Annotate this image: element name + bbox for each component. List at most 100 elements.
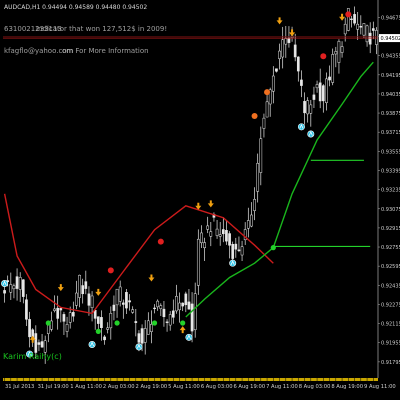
candle-body [219,235,221,237]
candle-body [319,83,321,101]
candle-body [344,24,346,34]
candle-body [294,45,296,57]
candle-body [163,309,165,317]
red-signal-dot [345,11,351,17]
candle-body [10,284,12,292]
price-tick-label: 0.94675 [381,15,400,21]
down-arrow-signal [95,289,101,296]
down-arrow-signal [339,14,345,21]
candle-body [166,322,168,323]
candle-body [263,118,265,128]
candle-body [147,321,149,335]
price-tick-label: 0.93715 [381,130,400,136]
candle-body [153,308,155,309]
candle-body [316,84,318,87]
candle-body [350,19,352,20]
candle-body [188,302,190,309]
candle-body [113,305,115,311]
time-label: 6 Aug 19:00 [233,384,265,390]
candle-body [157,301,159,307]
candle-body [185,294,187,305]
candle-body [335,51,337,54]
candle-body [22,280,24,297]
watermark: Karim Raihy(c) [3,352,62,361]
candle-body [300,80,302,86]
green-dot [152,320,157,325]
candle-body [19,277,21,289]
red-signal-dot [108,267,114,273]
candle-body [41,342,43,348]
candle-body [253,199,255,210]
candle-body [100,317,102,327]
candle-body [325,79,327,103]
candle-body [60,308,62,310]
candle-body [285,39,287,45]
candle-body [150,324,152,331]
candle-body [135,321,137,322]
candle-body [132,310,134,313]
candle-body [91,296,93,308]
candle-body [169,314,171,325]
candle-body [272,76,274,91]
candle-body [288,38,290,43]
time-label: 1 Aug 11:00 [70,384,102,390]
candle-body [69,313,71,323]
candle-body [232,244,234,258]
candle-body [260,139,262,173]
candle-body [275,69,277,72]
candle-body [38,343,40,345]
down-arrow-signal [277,17,283,24]
time-label: 7 Aug 11:00 [266,384,298,390]
candle-body [75,293,77,305]
candle-body [125,292,127,308]
candle-body [175,296,177,311]
candle-body [97,317,99,324]
time-label: 8 Aug 03:00 [299,384,331,390]
candle-body [241,247,243,255]
price-tick-label: 0.92915 [381,226,400,232]
overlay-text-2: om For More Information [62,47,149,55]
candle-body [72,312,74,316]
green-dot [96,329,101,334]
orange-signal-dot [252,113,258,119]
candle-body [25,300,27,320]
candle-body [328,77,330,80]
candle-body [322,86,324,101]
candle-body [110,313,112,328]
candle-body [191,304,193,331]
price-tick-label: 0.91955 [381,341,400,347]
time-label: 5 Aug 11:00 [168,384,200,390]
price-tick-label: 0.92595 [381,264,400,270]
price-tick-label: 0.94355 [381,54,400,60]
candle-body [103,337,105,340]
down-arrow-signal [208,200,214,207]
green-dot [271,245,276,250]
candle-body [366,26,368,42]
candle-body [160,306,162,309]
price-tick-label: 0.93875 [381,111,400,117]
candle-body [303,101,305,113]
candle-body [360,26,362,27]
candle-body [138,334,140,343]
candle-body [200,233,202,243]
price-tick-label: 0.92275 [381,302,400,308]
candle-body [122,303,124,305]
candle-body [13,286,15,289]
red-signal-dot [158,239,164,245]
candle-body [88,294,90,306]
candle-body [16,277,18,289]
candle-body [128,301,130,302]
candle-body [250,215,252,226]
time-label: 31 Jul 2013 [5,384,34,390]
candle-body [85,282,87,289]
candle-body [94,310,96,318]
price-tick-label: 0.93075 [381,207,400,213]
time-label: 6 Aug 03:00 [201,384,233,390]
green-dot [114,320,119,325]
candle-body [353,14,355,23]
price-tick-label: 0.94035 [381,92,400,98]
candle-body [53,309,55,311]
candle-body [182,303,184,306]
candle-body [172,311,174,317]
